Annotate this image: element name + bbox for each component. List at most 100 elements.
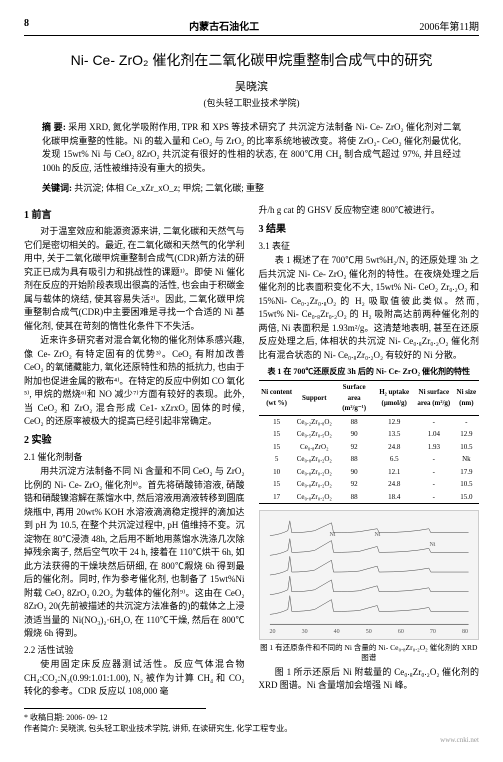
ni-peak-label: Ni [330,531,336,540]
td: 10 [259,466,295,479]
td: Ce₀.₂Zr₀.₈O₂ [295,415,334,428]
section-1-head: 1 前言 [24,208,245,223]
watermark: www.cnki.net [24,736,479,744]
th: Support [295,381,334,416]
para: 近来许多研究者对混合氧化物的催化剂体系感兴趣, 像 Ce- ZrO₂ 有特定固有… [24,334,245,429]
td: - [414,415,454,428]
td: 88 [334,415,375,428]
td: 92 [334,478,375,491]
para: 用共沉淀方法制备不同 Ni 含量和不同 CeO₂ 与 ZrO₂ 比例的 Ni- … [24,465,245,641]
td: 6.5 [374,453,414,466]
table-row: 15Ce₀.₂Zr₀.₈O₂8812.9-- [259,415,480,428]
abstract-label: 摘 要: [42,122,66,132]
td: 15 [259,441,295,454]
th: H₂ uptake (μmol/g) [374,381,414,416]
author-name: 吴晓滨 [24,78,479,94]
td: 88 [334,453,375,466]
td: Ce₀.₈Zr₀.₂O₂ [295,491,334,504]
xtick: 80 [462,628,468,637]
xtick: 30 [302,628,308,637]
issue-info: 2006年第11期 [419,18,479,33]
th: Ni surface area (m²/g) [414,381,454,416]
figure-1-description: 图 1 所示还原后 Ni 附载量的 Ce₀.₈Zr₀.₂O₂ 催化剂的 XRD … [259,666,480,693]
ni-peak-label: Ni [430,541,436,550]
td: - [414,466,454,479]
td: - [454,415,479,428]
right-column: 升/h g cat 的 GHSV 反应物空速 800℃被进行。 3 结果 3.1… [259,204,480,700]
para: 表 1 概述了在 700℃用 5wt%H₂/N₂ 的还原处理 3h 之后共沉淀 … [259,254,480,362]
xtick: 60 [398,628,404,637]
td: Ce₀.₈Zr₀.₂O₂ [295,478,334,491]
td: 13.5 [374,428,414,441]
table-row: 15Ce₀.₈ZrO₂9224.81.9310.5 [259,441,480,454]
figure-1-caption: 图 1 有还原条件和不同的 Ni 含量的 Ni- Ce₀.₈Zr₀.₂O₂ 催化… [259,643,480,663]
td: Ce₀.₈Zr₀.₂O₂ [295,466,334,479]
left-column: 1 前言 对于温室效应和能源资源来讲, 二氧化碳和天然气与它们是密切相关的。最近… [24,204,245,700]
td: 24.8 [374,441,414,454]
table-1: Ni content (wt %) Support Surface area (… [259,380,480,504]
td: Ce₀.₅Zr₀.₅O₂ [295,428,334,441]
keywords-label: 关键词: [42,183,72,193]
td: 92 [334,441,375,454]
keywords: 关键词: 共沉淀; 体相 Ce_xZr_xO_z; 甲烷; 二氧化碳; 重整 [42,181,461,194]
td: Ce₀.₈ZrO₂ [295,441,334,454]
table-row: 5Ce₀.₈Zr₀.₂O₂886.5-Nk [259,453,480,466]
td: 12.9 [454,428,479,441]
td: 90 [334,466,375,479]
figure-1: Ni Ni Ni 20 [259,510,480,693]
journal-name: 内蒙古石油化工 [189,18,259,33]
xrd-plot: Ni Ni Ni 20 [259,510,480,640]
td: 17.9 [454,466,479,479]
td: Ce₀.₈Zr₀.₂O₂ [295,453,334,466]
page-number: 8 [24,18,29,33]
td: 18.4 [374,491,414,504]
keywords-text: 共沉淀; 体相 Ce_xZr_xO_z; 甲烷; 二氧化碳; 重整 [74,183,264,193]
xtick: 20 [270,628,276,637]
th: Surface area (m²/g⁻¹) [334,381,375,416]
td: 10.5 [454,441,479,454]
td: 10.5 [454,478,479,491]
ni-peak-label: Ni [375,531,381,540]
section-3-head: 3 结果 [259,222,480,237]
subsection-2-2-head: 2.2 活性试验 [24,644,245,658]
td: - [414,491,454,504]
received-date: * 收稿日期: 2006- 09- 12 [24,712,479,723]
td: 15 [259,478,295,491]
td: - [414,453,454,466]
continuation-text: 升/h g cat 的 GHSV 反应物空速 800℃被进行。 [259,204,480,218]
abstract-text: 采用 XRD, 氮化学吸附作用, TPR 和 XPS 等技术研究了 共沉淀方法制… [42,122,461,173]
article-title: Ni- Ce- ZrO₂ 催化剂在二氧化碳甲烷重整制合成气中的研究 [24,50,479,70]
table-row: 15Ce₀.₅Zr₀.₅O₂9013.51.0412.9 [259,428,480,441]
subsection-2-1-head: 2.1 催化剂制备 [24,451,245,465]
td: Nk [454,453,479,466]
td: 17 [259,491,295,504]
td: - [414,478,454,491]
td: 12.9 [374,415,414,428]
author-affiliation: (包头轻工职业技术学院) [24,96,479,109]
td: 90 [334,428,375,441]
footnote-separator [24,708,206,709]
td: 88 [334,491,375,504]
th: Ni size (nm) [454,381,479,416]
table-row: 10Ce₀.₈Zr₀.₂O₂9012.1-17.9 [259,466,480,479]
td: 15.0 [454,491,479,504]
table-row: 15Ce₀.₈Zr₀.₂O₂9224.8-10.5 [259,478,480,491]
td: 5 [259,453,295,466]
xtick: 50 [366,628,372,637]
table-1-caption: 表 1 在 700℃还原反应 3h 后的 Ni- Ce- ZrO₂ 催化剂的特性 [259,366,480,378]
th: Ni content (wt %) [259,381,295,416]
td: 1.04 [414,428,454,441]
td: 12.1 [374,466,414,479]
para: 对于温室效应和能源资源来讲, 二氧化碳和天然气与它们是密切相关的。最近, 在二氧… [24,225,245,333]
xtick: 70 [430,628,436,637]
table-row: 17Ce₀.₈Zr₀.₂O₂8818.4-15.0 [259,491,480,504]
td: 15 [259,428,295,441]
subsection-3-1-head: 3.1 表征 [259,240,480,254]
section-2-head: 2 实验 [24,433,245,448]
td: 24.8 [374,478,414,491]
td: 1.93 [414,441,454,454]
td: 15 [259,415,295,428]
author-bio: 作者简介: 吴晓滨, 包头轻工职业技术学院, 讲师, 在读研究生, 化学工程专业… [24,723,479,734]
xtick: 40 [334,628,340,637]
para: 使用固定床反应器测试活性。反应气体混合物 CH₄:CO₂:N₂(0.99:1.0… [24,658,245,699]
